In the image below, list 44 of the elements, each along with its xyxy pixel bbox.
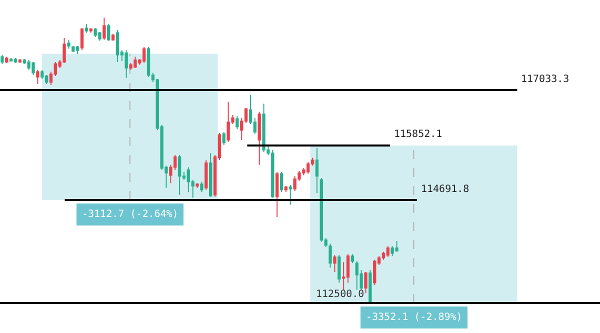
ref-line-label: 115852.1 xyxy=(394,129,442,140)
candlestick xyxy=(0,54,4,64)
candlestick xyxy=(280,171,284,193)
candlestick xyxy=(102,17,106,40)
candlestick xyxy=(328,243,332,268)
candlestick xyxy=(124,50,128,78)
band-label: -3112.7 (-2.64%) xyxy=(82,209,178,220)
band-label: -3352.1 (-2.89%) xyxy=(366,312,462,323)
candlestick xyxy=(111,33,115,42)
candlestick xyxy=(116,29,120,62)
candlestick xyxy=(373,259,376,286)
candlestick xyxy=(80,28,84,51)
candlestick xyxy=(350,254,354,264)
candlestick xyxy=(284,186,288,193)
candlestick xyxy=(84,23,88,34)
candlestick xyxy=(5,56,8,64)
candlestick xyxy=(288,184,292,206)
candlestick xyxy=(67,39,70,50)
annotation: 112500.0 xyxy=(316,289,364,300)
candlestick xyxy=(364,272,368,294)
candlestick xyxy=(14,58,18,64)
ref-line-label: 114691.8 xyxy=(421,184,470,195)
candlestick xyxy=(276,171,279,218)
candlestick xyxy=(196,182,199,188)
candlestick xyxy=(386,246,390,258)
candlestick xyxy=(178,154,182,196)
candlestick xyxy=(368,270,372,304)
candlestick xyxy=(36,69,40,85)
candlestick xyxy=(338,254,341,284)
candlestick xyxy=(200,181,204,193)
candlestick xyxy=(89,28,92,34)
candlestick xyxy=(18,58,22,64)
candlestick xyxy=(315,147,319,194)
candlestick xyxy=(222,131,226,146)
candlestick xyxy=(204,160,208,190)
candlestick xyxy=(72,45,75,53)
ref-line-label: 117033.3 xyxy=(521,74,570,85)
candlestick xyxy=(236,115,239,130)
candlestick xyxy=(107,23,110,42)
candlestick xyxy=(258,111,261,166)
candlestick xyxy=(395,240,398,252)
candlestick xyxy=(333,254,336,272)
candlestick xyxy=(209,152,212,198)
candlestick xyxy=(10,58,13,62)
